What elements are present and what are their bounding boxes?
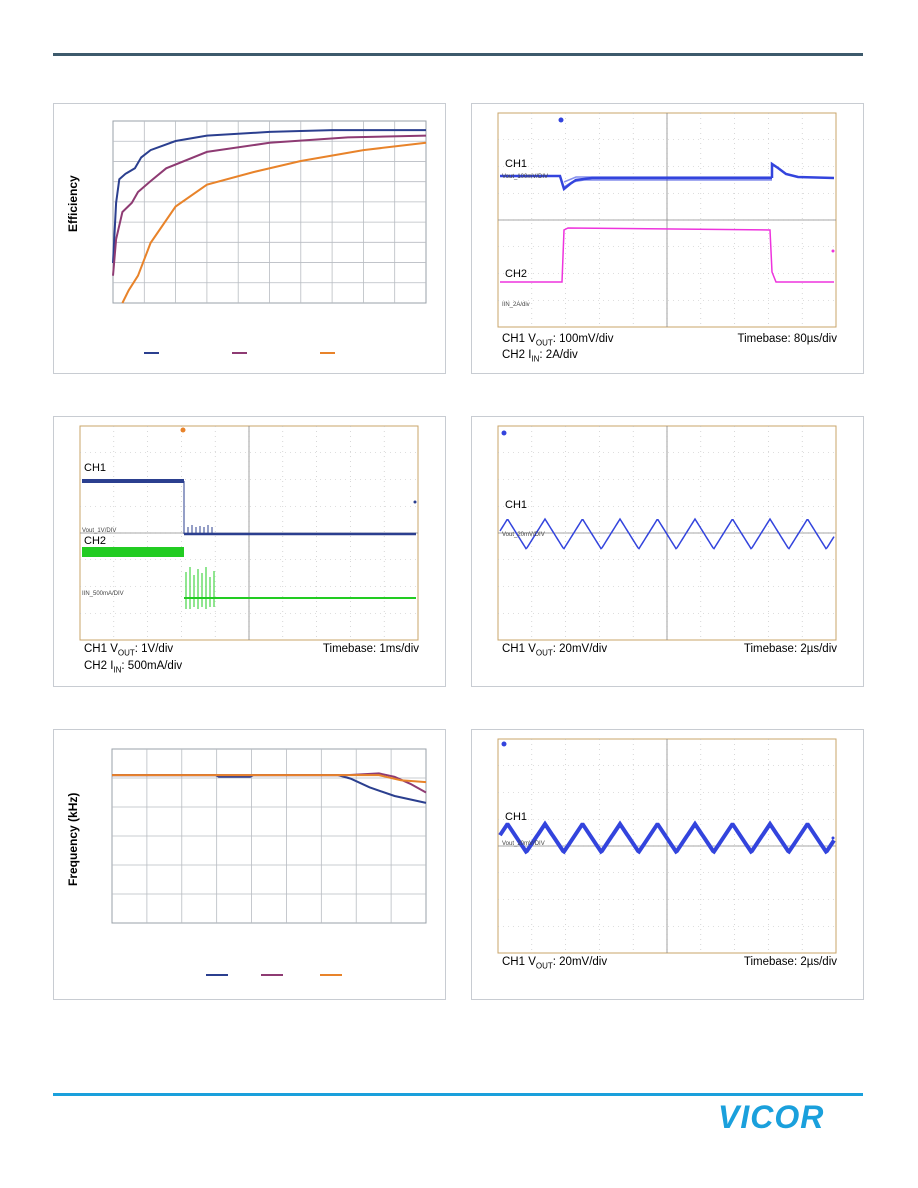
footer-rule — [53, 1093, 863, 1096]
ripple-scope-panel-b: CH1 Vout_20mV/DIV CH1 VOUT: 20mV/div Tim… — [471, 729, 864, 1000]
ch2-caption: CH2 IIN: 500mA/div — [84, 660, 183, 675]
scope-grid — [497, 738, 837, 954]
scope-grid — [497, 112, 837, 328]
svg-text:VICOR: VICOR — [718, 1100, 824, 1132]
ch1-scale-tag: Vout_20mV/DIV — [502, 532, 545, 538]
frequency-series — [112, 772, 427, 804]
ch1-label: CH1 — [505, 811, 528, 823]
efficiency-grid — [112, 120, 427, 304]
ripple-scope-panel-a: CH1 Vout_20mV/DIV CH1 VOUT: 20mV/div Tim… — [471, 416, 864, 687]
ch-marker — [831, 249, 835, 253]
ch1-trace — [499, 517, 835, 550]
series-line-1 — [112, 129, 426, 264]
ch2-scale-tag: IIN_500mA/DIV — [82, 591, 124, 597]
ch2-label: CH2 — [84, 535, 107, 547]
series-line-2 — [112, 134, 427, 276]
header-rule — [53, 53, 863, 56]
ch1-caption: CH1 VOUT: 100mV/div — [502, 333, 614, 348]
ch1-label: CH1 — [84, 462, 107, 474]
ch-marker — [831, 836, 835, 840]
trigger-marker — [180, 427, 186, 433]
ch1-trace — [500, 161, 835, 192]
efficiency-chart-panel: Efficiency — [53, 103, 446, 374]
ch1-label: CH1 — [505, 158, 528, 170]
startup-scope-panel: CH1 Vout_1V/DIV CH2 IIN_500mA/DIV CH1 VO… — [53, 416, 446, 687]
ch1-trace — [498, 820, 836, 855]
efficiency-series — [112, 129, 427, 304]
ch2-caption: CH2 IIN: 2A/div — [502, 349, 578, 364]
ripple-scope-screen-b — [497, 738, 837, 954]
ch1-caption: CH1 VOUT: 20mV/div — [502, 956, 608, 971]
ch1-caption: CH1 VOUT: 20mV/div — [502, 643, 608, 658]
startup-scope-screen — [79, 425, 419, 641]
timebase-caption: Timebase: 2µs/div — [743, 643, 837, 655]
ch2-scale-tag: IIN_2A/div — [502, 302, 530, 308]
timebase-caption: Timebase: 2µs/div — [743, 956, 837, 968]
series-line-3 — [112, 774, 427, 784]
ch2-trace — [82, 547, 416, 609]
vicor-logo[interactable]: VICOR — [718, 1100, 864, 1132]
ch1-scale-tag: Vout_20mV/DIV — [502, 841, 545, 847]
transient-scope-screen — [497, 112, 837, 328]
trigger-marker — [501, 741, 507, 747]
trigger-marker — [501, 430, 507, 436]
ch-marker — [413, 500, 417, 504]
ch2-label: CH2 — [505, 268, 528, 280]
timebase-caption: Timebase: 80µs/div — [737, 333, 837, 345]
frequency-grid — [111, 748, 427, 924]
series-line-1 — [112, 774, 427, 804]
frequency-chart-panel: Frequency (kHz) — [53, 729, 446, 1000]
trigger-marker — [558, 117, 564, 123]
ch2-trace — [500, 227, 834, 283]
frequency-plot — [111, 748, 427, 976]
ch1-caption: CH1 VOUT: 1V/div — [84, 643, 174, 658]
efficiency-plot — [112, 120, 427, 354]
load-transient-scope-panel: CH1 Vout_100mV/DIV CH2 IIN_2A/div CH1 VO… — [471, 103, 864, 374]
timebase-caption: Timebase: 1ms/div — [322, 643, 419, 655]
ch1-label: CH1 — [505, 499, 528, 511]
ch1-scale-tag: Vout_1V/DIV — [82, 528, 117, 534]
ch1-scale-tag: Vout_100mV/DIV — [502, 174, 549, 180]
ripple-scope-screen-a — [497, 425, 837, 641]
ch1-trace — [82, 479, 416, 536]
series-line-3 — [121, 141, 427, 304]
